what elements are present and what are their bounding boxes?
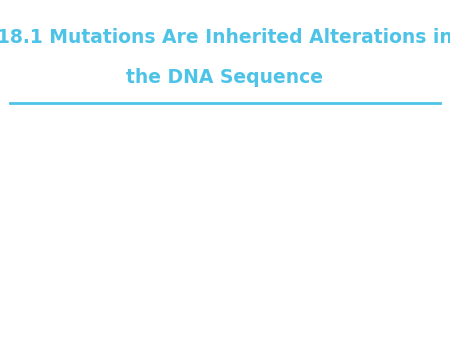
Text: the DNA Sequence: the DNA Sequence	[126, 68, 324, 87]
Text: 18.1 Mutations Are Inherited Alterations in: 18.1 Mutations Are Inherited Alterations…	[0, 28, 450, 47]
